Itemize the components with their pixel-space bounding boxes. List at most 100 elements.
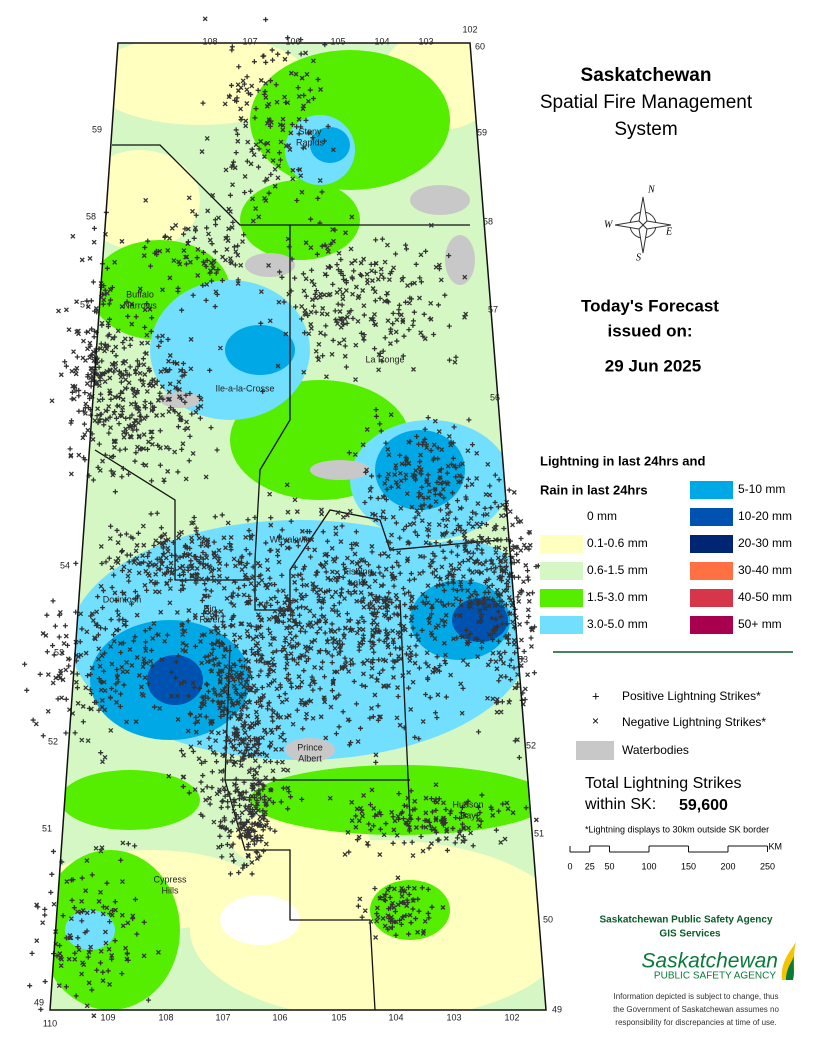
lightning-cluster [396, 461, 539, 666]
lon-label: 109 [100, 1012, 115, 1022]
compass-s: S [636, 252, 641, 263]
scale-bar: 0 25 50 100 150 200 250 KM [567, 841, 782, 871]
legend-swatch [540, 589, 583, 607]
legend-heading: Rain in last 24hrs [540, 482, 648, 497]
lon-label: 104 [388, 1012, 403, 1022]
place-label: Hudson [452, 799, 483, 809]
lon-label: 104 [374, 36, 389, 46]
lon-label: 102 [462, 24, 477, 34]
legend-swatch [690, 535, 733, 553]
lat-label: 54 [60, 560, 70, 570]
lightning-cluster [22, 560, 186, 765]
place-label: Rapids [296, 137, 325, 147]
lon-label: 105 [330, 36, 345, 46]
lat-label: 59 [92, 124, 102, 134]
place-label: Hills [162, 885, 179, 895]
subtitle: Spatial Fire Management [540, 92, 753, 113]
lat-label: 57 [488, 304, 498, 314]
lon-label: 110 [43, 1018, 57, 1028]
legend-label: Waterbodies [622, 743, 689, 757]
legend-swatch [690, 481, 733, 499]
legend-label: Negative Lightning Strikes* [622, 715, 766, 729]
place-label: Ile-a-la-Crosse [215, 383, 274, 393]
legend-label: 0 mm [587, 509, 617, 523]
legend-label: 1.5-3.0 mm [587, 590, 648, 604]
forecast-date: 29 Jun 2025 [605, 356, 701, 375]
lightning-cluster [258, 214, 469, 394]
lat-label: 57 [80, 299, 90, 309]
scale-label: 25 [585, 861, 595, 871]
lon-label: 106 [285, 36, 300, 46]
lon-label: 103 [418, 36, 433, 46]
legend-swatch [540, 616, 583, 634]
lightning-cluster [199, 16, 336, 222]
lat-label: 59 [477, 127, 487, 137]
lightning-cluster [27, 840, 161, 1019]
scale-label: 250 [760, 861, 775, 871]
legend-label: 5-10 mm [738, 482, 785, 496]
legend-label: 30-40 mm [738, 563, 792, 577]
lon-label: 60 [475, 41, 485, 51]
lightning-cluster [355, 875, 446, 940]
legend-swatch [540, 562, 583, 580]
scale-label: 100 [641, 861, 656, 871]
logo-flame [786, 956, 794, 980]
disclaimer: responsibility for discrepancies at time… [615, 1018, 776, 1027]
plus-symbol: + [592, 688, 600, 703]
lat-label: 56 [490, 392, 500, 402]
place-label: Narrows [123, 300, 157, 310]
lon-label: 103 [446, 1012, 461, 1022]
scale-unit: KM [769, 841, 783, 851]
legend-label: Positive Lightning Strikes* [622, 689, 761, 703]
legend-label: 0.1-0.6 mm [587, 536, 648, 550]
lon-label: 108 [158, 1012, 173, 1022]
legend-heading: Lightning in last 24hrs and [540, 453, 705, 468]
lat-label: 50 [543, 914, 553, 924]
compass [614, 196, 672, 254]
legend-swatch [690, 562, 733, 580]
logo-text: Saskatchewan [641, 950, 778, 973]
legend-swatch [690, 589, 733, 607]
lightning-cluster [217, 759, 285, 877]
legend-swatch [540, 535, 583, 553]
lat-label: 51 [42, 823, 52, 833]
disclaimer: Information depicted is subject to chang… [614, 992, 779, 1001]
legend-label: 40-50 mm [738, 590, 792, 604]
title: Saskatchewan [581, 65, 712, 86]
lon-label: 105 [331, 1012, 346, 1022]
lat-label: 58 [86, 211, 96, 221]
compass-w: W [604, 219, 614, 230]
lon-label: 107 [242, 36, 257, 46]
lat-label: 51 [534, 828, 544, 838]
place-label: Albert [298, 753, 322, 763]
lat-label: 52 [48, 736, 58, 746]
place-label: Bay [460, 810, 476, 820]
lon-label: 106 [272, 1012, 287, 1022]
scale-label: 150 [681, 861, 696, 871]
legend-label: 50+ mm [738, 617, 782, 631]
legend-swatch [540, 508, 583, 526]
legend-label: 3.0-5.0 mm [587, 617, 648, 631]
lat-label: 49 [34, 997, 44, 1007]
lightning-cluster [98, 510, 273, 615]
compass-e: E [665, 226, 672, 237]
agency: Saskatchewan Public Safety Agency [599, 915, 772, 926]
subtitle: System [614, 119, 677, 140]
total-label: Total Lightning Strikes [585, 775, 742, 792]
lon-label: 107 [215, 1012, 230, 1022]
legend-label: 20-30 mm [738, 536, 792, 550]
place-label: Prince [297, 742, 323, 752]
place-label: Fishing [343, 566, 372, 576]
lightning-layer [22, 16, 541, 1019]
compass-n: N [647, 184, 656, 195]
scale-label: 50 [604, 861, 614, 871]
total-label: within SK: [584, 796, 656, 813]
note: *Lightning displays to 30km outside SK b… [585, 824, 769, 834]
place-label: Dorintosh [103, 594, 142, 604]
lightning-cluster [166, 587, 308, 860]
lat-label: 49 [552, 1004, 562, 1014]
lon-label: 108 [202, 36, 217, 46]
lightning-cluster [137, 192, 256, 313]
place-label: Big [203, 603, 216, 613]
